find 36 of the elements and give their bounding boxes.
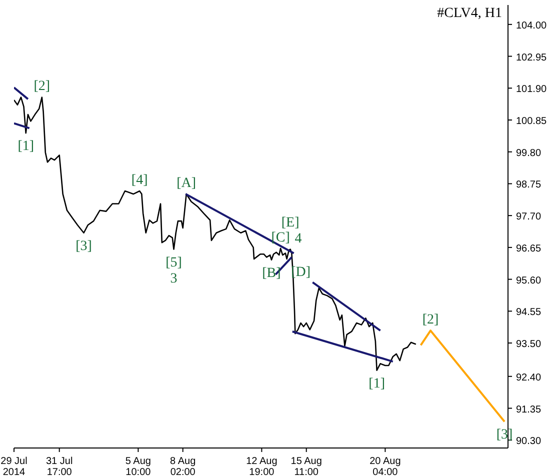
y-tick-label: 92.40 <box>516 372 542 384</box>
y-tick-label: 98.75 <box>516 180 542 191</box>
annotation: [C] <box>271 230 290 246</box>
x-tick-label: 15 Aug 11:00 <box>290 456 322 476</box>
x-tick-label: 20 Aug 04:00 <box>370 456 401 476</box>
annotation: 4 <box>294 231 302 246</box>
x-tick-label: 5 Aug 10:00 <box>125 456 152 476</box>
y-tick-label: 96.65 <box>516 243 542 254</box>
annotation: [4] <box>131 173 148 188</box>
annotation: [E] <box>281 215 300 230</box>
y-tick-label: 104.00 <box>516 20 547 32</box>
y-tick-label: 94.55 <box>516 307 542 318</box>
annotation: [A] <box>176 176 196 192</box>
annotation: [1] <box>368 376 385 392</box>
annotation: [5] <box>166 255 182 270</box>
chart-title: #CLV4, H1 <box>437 6 502 22</box>
x-tick-label: 29 Jul 2014 <box>0 456 28 476</box>
y-tick-label: 101.90 <box>516 84 547 96</box>
y-tick-label: 99.80 <box>516 148 542 159</box>
annotation: [2] <box>34 79 50 94</box>
y-tick-label: 90.30 <box>516 436 542 448</box>
annotation: [3] <box>76 238 92 254</box>
y-tick-label: 102.95 <box>516 52 547 64</box>
annotation: [B] <box>262 266 281 281</box>
x-tick-label: 31 Jul 17:00 <box>46 456 73 476</box>
annotation: 3 <box>170 271 178 286</box>
annotation: [2] <box>422 312 439 328</box>
y-tick-label: 93.50 <box>516 339 542 350</box>
y-tick-label: 91.35 <box>516 404 542 416</box>
line-series <box>14 96 417 371</box>
y-tick-label: 95.60 <box>516 275 542 286</box>
x-tick-label: 12 Aug 19:00 <box>246 456 278 476</box>
x-tick-label: 8 Aug 02:00 <box>170 456 196 476</box>
y-tick-label: 97.70 <box>516 212 542 223</box>
y-tick-label: 100.85 <box>516 116 547 127</box>
annotation: [1] <box>18 139 34 154</box>
